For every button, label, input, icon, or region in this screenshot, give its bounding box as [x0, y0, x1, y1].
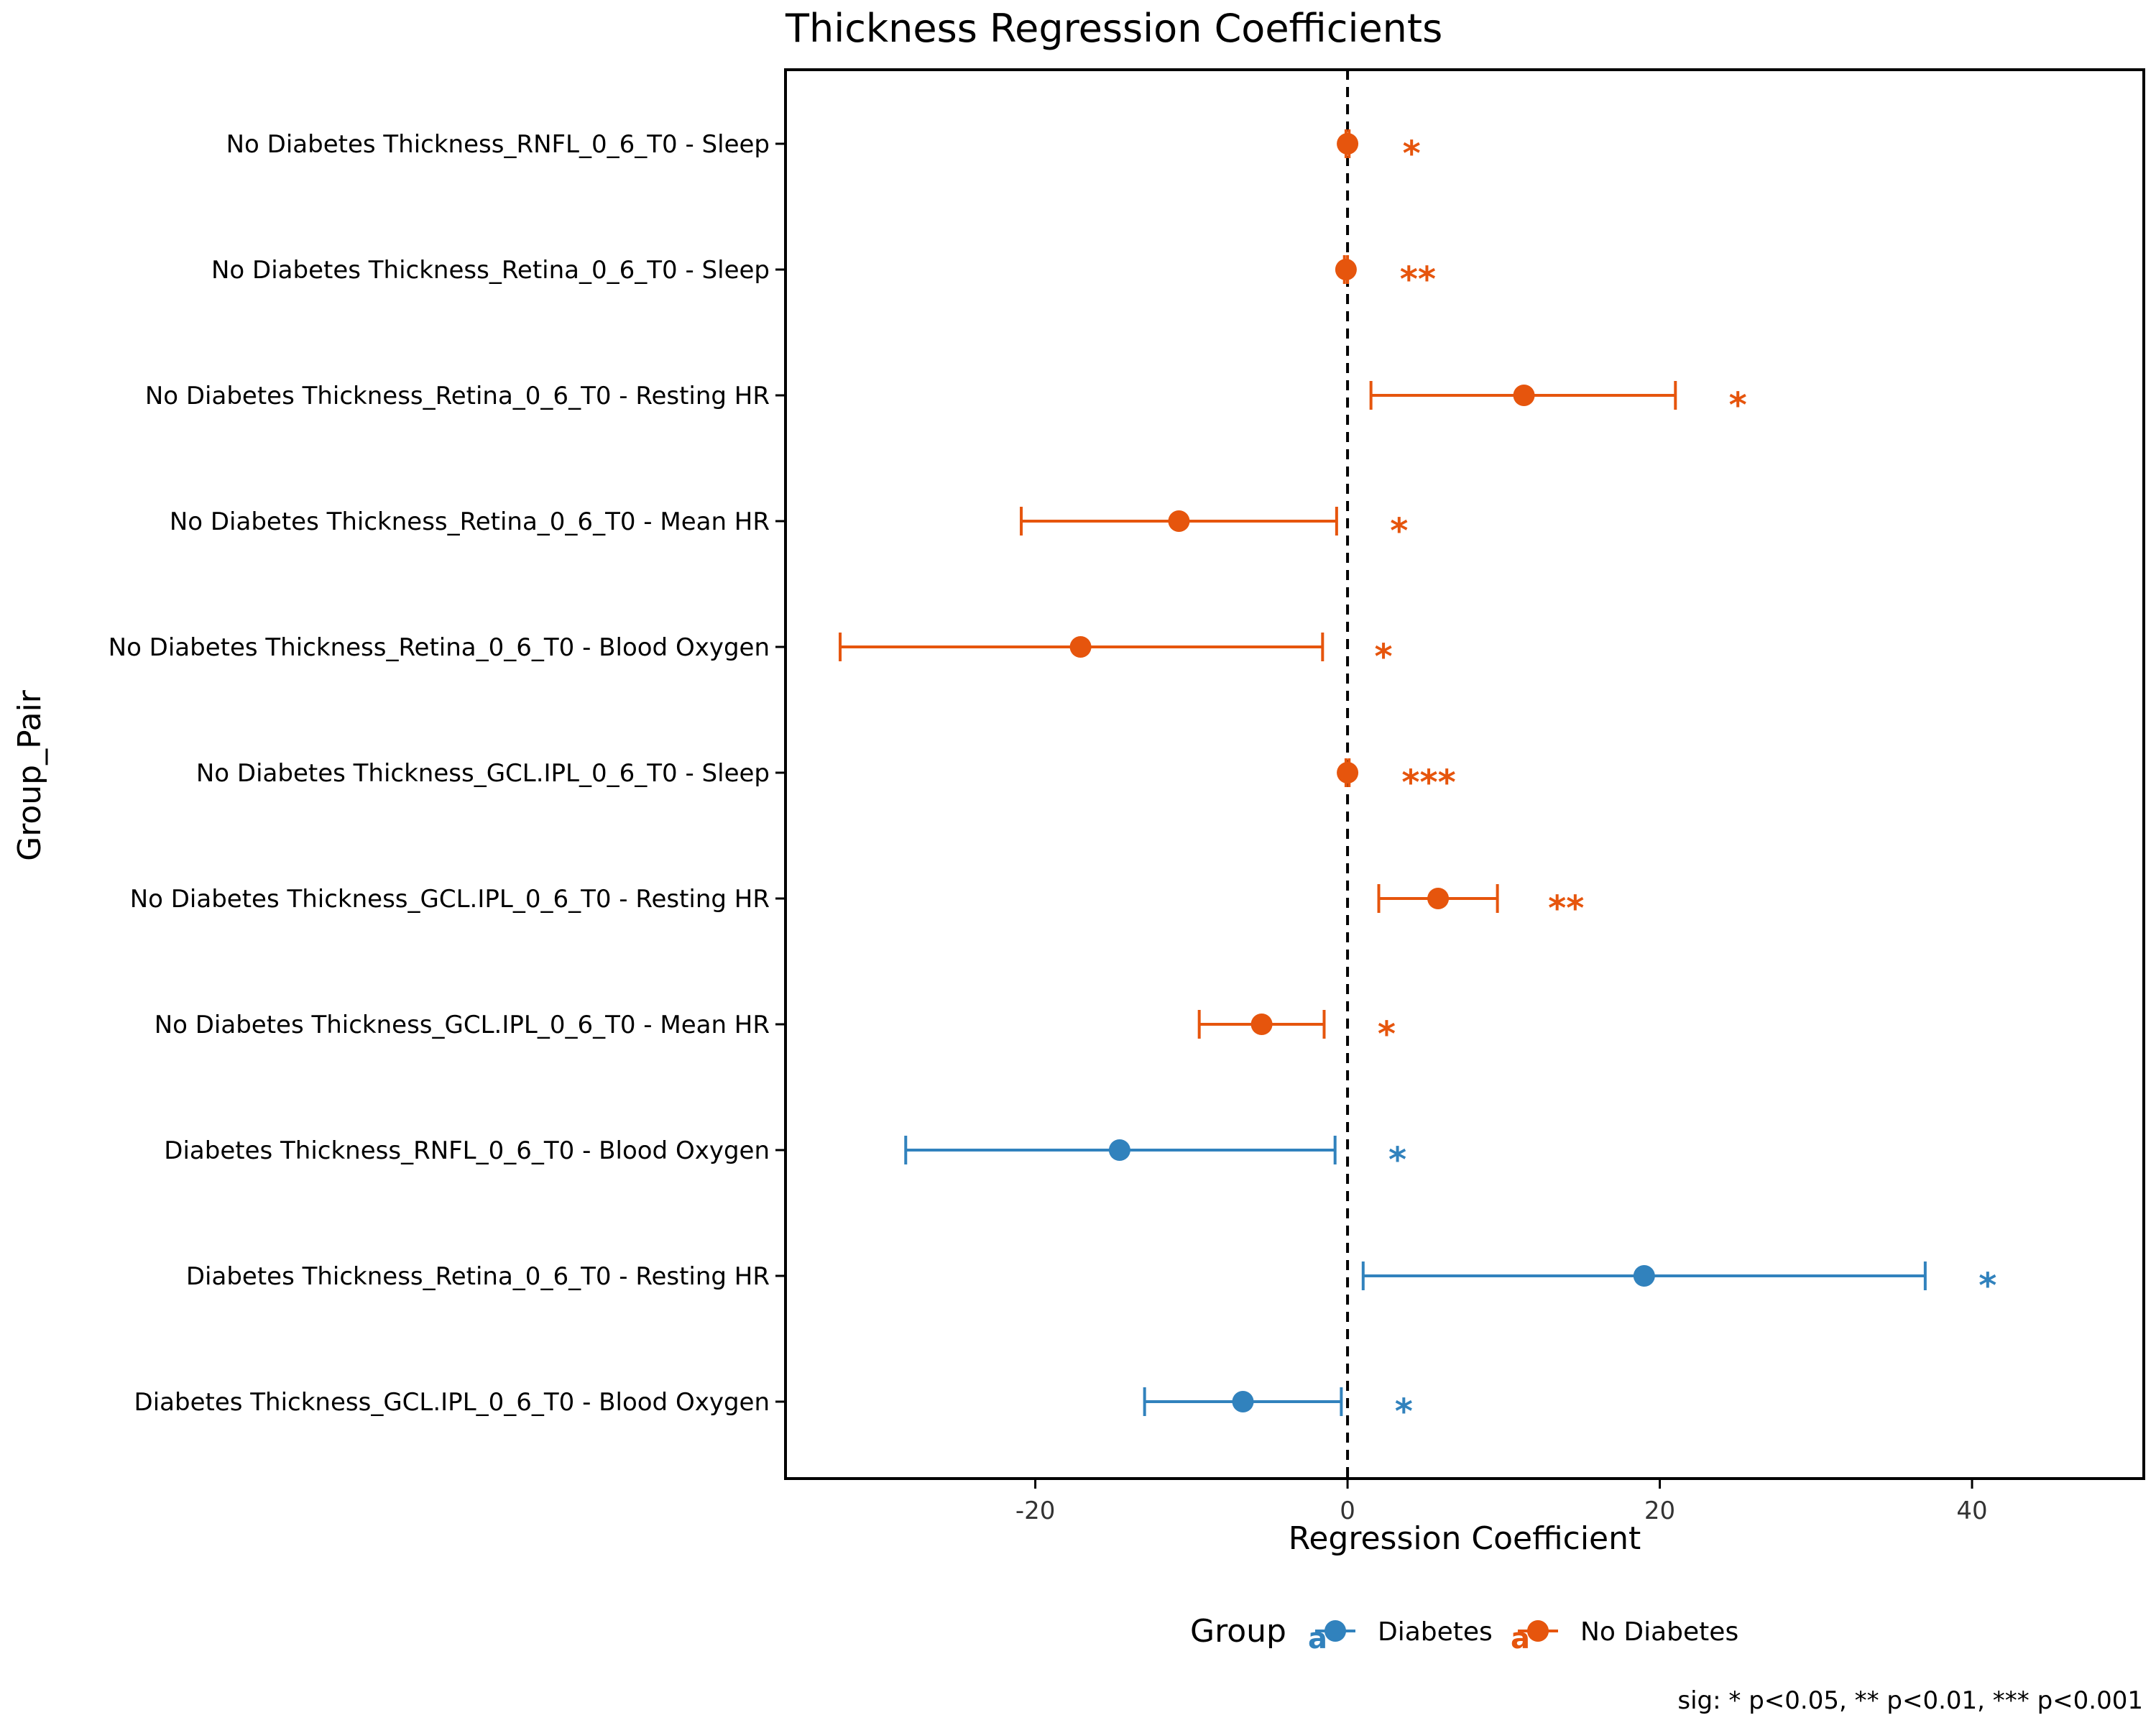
- point-estimate: [1337, 762, 1359, 783]
- point-estimate: [1337, 133, 1359, 155]
- point-estimate: [1232, 1391, 1254, 1412]
- legend-title: Group: [1190, 1613, 1286, 1650]
- point-estimate: [1168, 510, 1190, 532]
- y-tick-label: Diabetes Thickness_Retina_0_6_T0 - Resti…: [186, 1262, 770, 1291]
- svg-text:a: a: [1308, 1622, 1327, 1655]
- y-tick-label: No Diabetes Thickness_Retina_0_6_T0 - Re…: [145, 382, 770, 410]
- forest-row: No Diabetes Thickness_RNFL_0_6_T0 - Slee…: [226, 129, 1421, 174]
- significance-mark: **: [1548, 888, 1584, 929]
- significance-caption: sig: * p<0.05, ** p<0.01, *** p<0.001: [1677, 1686, 2143, 1715]
- significance-mark: *: [1390, 511, 1408, 551]
- legend-key-no-diabetes: a: [1511, 1620, 1558, 1655]
- chart-title: Thickness Regression Coefficients: [785, 6, 1442, 51]
- legend-label-no-diabetes: No Diabetes: [1580, 1617, 1738, 1647]
- significance-mark: *: [1388, 1140, 1406, 1180]
- forest-row: No Diabetes Thickness_Retina_0_6_T0 - Bl…: [109, 633, 1393, 677]
- rows-layer: No Diabetes Thickness_RNFL_0_6_T0 - Slee…: [109, 70, 1996, 1479]
- forest-row: Diabetes Thickness_Retina_0_6_T0 - Resti…: [186, 1261, 1996, 1306]
- legend-key-diabetes: a: [1308, 1620, 1355, 1655]
- x-tick-label: 0: [1340, 1497, 1355, 1525]
- significance-mark: **: [1400, 259, 1436, 300]
- y-tick-label: No Diabetes Thickness_GCL.IPL_0_6_T0 - M…: [155, 1011, 770, 1039]
- x-tick-label: 20: [1644, 1497, 1675, 1525]
- x-axis: -20 0 20 40: [1015, 1479, 1988, 1525]
- y-tick-label: Diabetes Thickness_GCL.IPL_0_6_T0 - Bloo…: [134, 1388, 770, 1417]
- point-estimate: [1513, 385, 1535, 406]
- significance-mark: *: [1374, 637, 1392, 677]
- forest-row: No Diabetes Thickness_GCL.IPL_0_6_T0 - R…: [130, 884, 1584, 929]
- y-tick-label: No Diabetes Thickness_Retina_0_6_T0 - Me…: [170, 507, 770, 536]
- legend-label-diabetes: Diabetes: [1378, 1617, 1493, 1647]
- forest-row: Diabetes Thickness_GCL.IPL_0_6_T0 - Bloo…: [134, 1387, 1413, 1432]
- y-tick-label: No Diabetes Thickness_GCL.IPL_0_6_T0 - S…: [196, 759, 770, 788]
- significance-mark: ***: [1401, 763, 1455, 803]
- y-tick-label: No Diabetes Thickness_Retina_0_6_T0 - Bl…: [109, 633, 770, 662]
- forest-row: No Diabetes Thickness_GCL.IPL_0_6_T0 - M…: [155, 1010, 1396, 1054]
- x-axis-label: Regression Coefficient: [1289, 1520, 1641, 1557]
- significance-mark: *: [1395, 1392, 1413, 1432]
- point-estimate: [1250, 1014, 1273, 1035]
- point-estimate: [1633, 1265, 1655, 1287]
- legend: Group a Diabetes a No Diabetes: [1190, 1613, 1738, 1655]
- point-estimate: [1108, 1139, 1130, 1161]
- x-tick-label: -20: [1015, 1497, 1056, 1525]
- svg-text:a: a: [1511, 1622, 1530, 1655]
- y-tick-label: Diabetes Thickness_RNFL_0_6_T0 - Blood O…: [164, 1136, 770, 1165]
- forest-row: No Diabetes Thickness_Retina_0_6_T0 - Sl…: [211, 255, 1436, 300]
- forest-row: Diabetes Thickness_RNFL_0_6_T0 - Blood O…: [164, 1136, 1406, 1180]
- plot-panel: [784, 68, 2145, 1480]
- point-estimate: [1427, 888, 1450, 909]
- significance-mark: *: [1378, 1014, 1396, 1054]
- forest-row: No Diabetes Thickness_Retina_0_6_T0 - Re…: [145, 381, 1747, 426]
- y-tick-label: No Diabetes Thickness_GCL.IPL_0_6_T0 - R…: [130, 885, 770, 914]
- y-axis-label: Group_Pair: [11, 689, 48, 861]
- y-tick-label: No Diabetes Thickness_RNFL_0_6_T0 - Slee…: [226, 130, 770, 159]
- forest-row: No Diabetes Thickness_GCL.IPL_0_6_T0 - S…: [196, 758, 1456, 803]
- significance-mark: *: [1978, 1266, 1996, 1306]
- point-estimate: [1069, 636, 1092, 658]
- point-estimate: [1335, 259, 1357, 280]
- significance-mark: *: [1729, 385, 1747, 426]
- significance-mark: *: [1403, 134, 1421, 174]
- x-tick-label: 40: [1956, 1497, 1987, 1525]
- y-tick-label: No Diabetes Thickness_Retina_0_6_T0 - Sl…: [211, 256, 770, 285]
- forest-row: No Diabetes Thickness_Retina_0_6_T0 - Me…: [170, 507, 1408, 551]
